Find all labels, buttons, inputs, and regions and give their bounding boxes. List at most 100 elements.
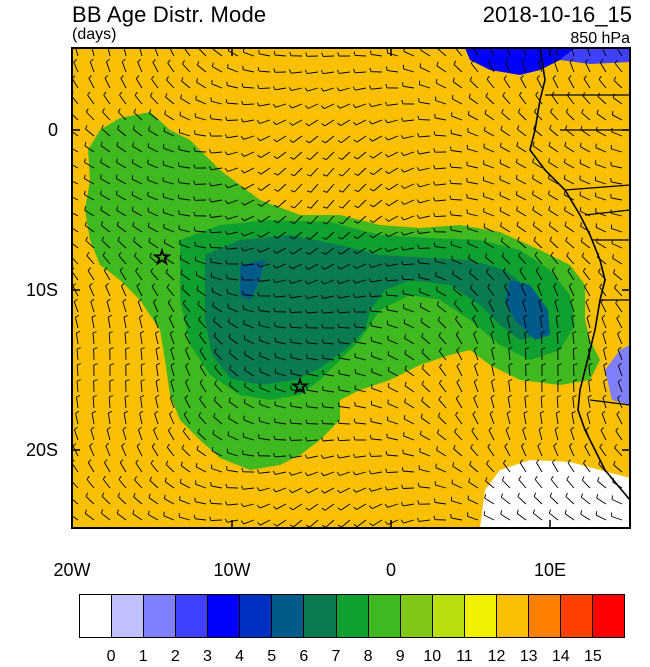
wind-barb xyxy=(602,397,607,409)
wind-barb xyxy=(488,429,495,441)
wind-barb xyxy=(437,319,447,329)
wind-barb xyxy=(324,503,335,511)
wind-barb xyxy=(437,304,447,313)
wind-barb xyxy=(436,290,447,297)
wind-barb xyxy=(134,479,143,489)
wind-barb-flag xyxy=(385,468,388,473)
wind-barb-flag xyxy=(470,284,473,289)
colorbar-label: 4 xyxy=(235,648,245,665)
wind-barb-flag xyxy=(570,426,575,430)
wind-barb xyxy=(86,479,95,489)
wind-barb xyxy=(484,497,495,505)
wind-barb xyxy=(534,255,543,265)
wind-barb-flag xyxy=(601,314,606,319)
wind-barb-flag xyxy=(582,267,586,272)
wind-barb xyxy=(308,487,319,494)
wind-barb-flag xyxy=(89,58,94,63)
wind-barb xyxy=(455,398,463,409)
wind-barb-flag xyxy=(74,426,78,430)
wind-barb xyxy=(154,413,159,425)
wind-barb-flag xyxy=(484,494,487,499)
wind-barb-flag xyxy=(579,142,582,147)
wind-barb xyxy=(615,302,623,313)
wind-barb xyxy=(243,151,255,157)
wind-barb xyxy=(72,480,79,489)
wind-barb xyxy=(307,342,319,345)
wind-barb-flag xyxy=(520,75,524,79)
wind-barb xyxy=(211,83,223,89)
wind-barb xyxy=(569,61,575,73)
wind-barb xyxy=(310,199,319,209)
wind-barb xyxy=(602,333,607,345)
wind-barb-flag xyxy=(140,347,145,350)
wind-barb-flag xyxy=(225,99,228,104)
wind-barb-flag xyxy=(580,510,583,515)
wind-barb xyxy=(355,471,367,476)
wind-barb-flag xyxy=(505,426,510,431)
wind-barb-flag xyxy=(400,519,404,524)
wind-barb-flag xyxy=(91,314,96,318)
wind-barb-flag xyxy=(580,493,584,498)
wind-barb-flag xyxy=(116,206,119,211)
wind-barb-flag xyxy=(568,282,573,287)
wind-barb xyxy=(483,147,495,153)
wind-barb-flag xyxy=(487,443,491,448)
wind-barb-flag xyxy=(521,442,525,447)
wind-barb-flag xyxy=(100,141,103,146)
colorbar-label: 3 xyxy=(203,648,212,665)
wind-barb xyxy=(435,199,447,202)
wind-barb-flag xyxy=(473,330,477,335)
wind-barb xyxy=(403,119,415,122)
wind-barb xyxy=(596,241,607,249)
wind-barb xyxy=(119,94,127,105)
wind-barb-flag xyxy=(272,470,276,475)
wind-barb xyxy=(275,421,287,425)
wind-barb-flag xyxy=(499,207,502,212)
wind-barb-flag xyxy=(416,183,420,188)
wind-barb-flag xyxy=(523,43,526,45)
wind-barb-flag xyxy=(421,364,425,369)
wind-barb xyxy=(586,317,591,329)
wind-barb xyxy=(211,215,223,218)
wind-barb xyxy=(259,387,271,393)
wind-barb xyxy=(243,453,255,457)
wind-barb xyxy=(75,413,79,425)
wind-barb xyxy=(566,94,575,105)
wind-barb xyxy=(307,406,319,409)
wind-barb xyxy=(371,387,383,393)
wind-barb-flag xyxy=(453,285,456,290)
wind-barb-flag xyxy=(416,199,420,204)
wind-barb-flag xyxy=(100,205,103,211)
wind-barb-flag xyxy=(354,173,359,176)
wind-barb-flag xyxy=(354,401,356,406)
wind-barb-flag xyxy=(337,52,340,57)
wind-barb-flag xyxy=(353,322,356,328)
wind-barb-flag xyxy=(532,190,534,195)
wind-barb xyxy=(243,119,255,123)
wind-barb xyxy=(84,513,95,521)
wind-barb xyxy=(155,397,159,409)
wind-barb-flag xyxy=(212,429,215,435)
wind-barb-flag xyxy=(402,82,404,87)
wind-barb-flag xyxy=(616,315,620,319)
colorbar-swatch xyxy=(496,595,529,637)
wind-barb xyxy=(326,183,335,193)
wind-barb-flag xyxy=(368,264,372,268)
wind-barb-flag xyxy=(304,454,308,459)
wind-barb-flag xyxy=(469,76,473,81)
wind-barb-flag xyxy=(520,282,525,287)
wind-barb xyxy=(487,62,495,73)
wind-barb-flag xyxy=(163,127,165,132)
wind-barb xyxy=(163,147,175,153)
wind-barb xyxy=(120,285,127,297)
wind-barb xyxy=(419,519,431,522)
wind-barb-flag xyxy=(404,349,407,354)
wind-barb-flag xyxy=(433,498,436,503)
colorbar-label: 14 xyxy=(551,648,570,665)
wind-barb-flag xyxy=(436,286,438,291)
wind-barb-flag xyxy=(164,110,167,115)
wind-barb-flag xyxy=(68,191,69,195)
wind-barb-flag xyxy=(140,379,145,382)
wind-barb xyxy=(500,513,511,521)
wind-barb-flag xyxy=(180,461,183,466)
